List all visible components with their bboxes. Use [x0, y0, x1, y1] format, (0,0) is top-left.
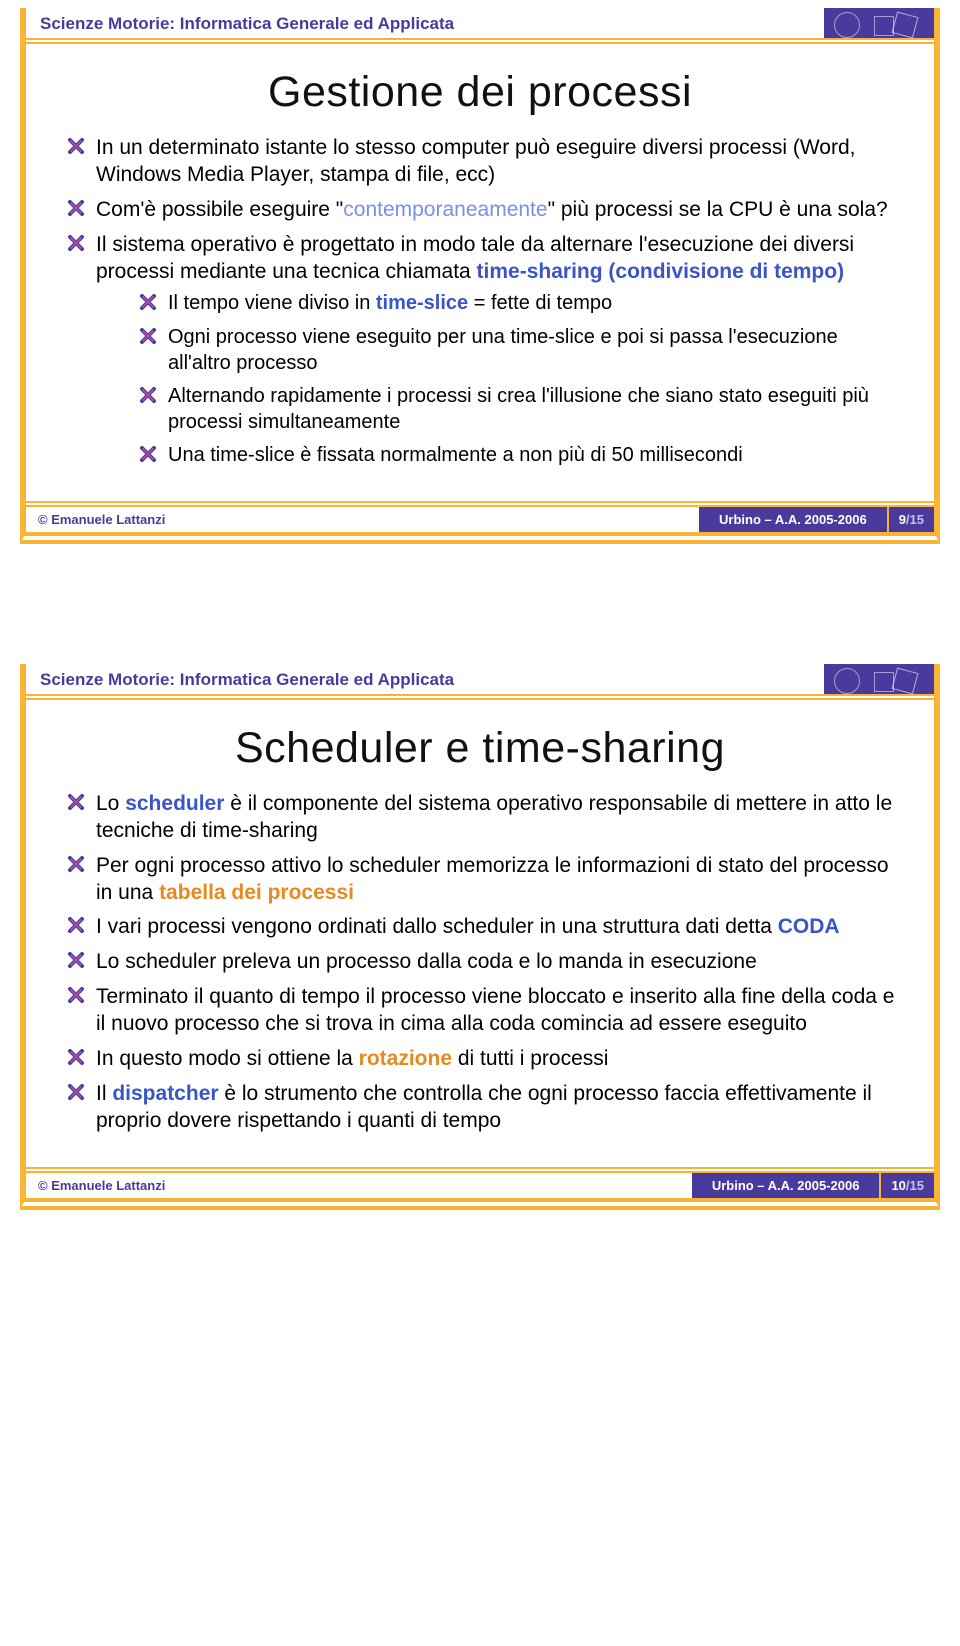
footer-author: © Emanuele Lattanzi [26, 507, 177, 532]
bullet-item: Il tempo viene diviso in time-slice = fe… [138, 291, 898, 317]
bullet-text: I vari processi vengono ordinati dallo s… [96, 915, 840, 938]
slide-body: Gestione dei processi In un determinato … [26, 44, 934, 501]
bullet-text: In un determinato istante lo stesso comp… [96, 136, 856, 186]
bullet-item: In questo modo si ottiene la rotazione d… [66, 1046, 898, 1073]
bullet-item: Il dispatcher è lo strumento che control… [66, 1081, 898, 1135]
bullet-icon [68, 1049, 84, 1065]
bullet-text: Ogni processo viene eseguito per una tim… [168, 326, 838, 374]
bullet-icon [68, 200, 84, 216]
slide-header: Scienze Motorie: Informatica Generale ed… [26, 8, 934, 44]
bullet-icon [140, 387, 156, 403]
bullet-item: Lo scheduler preleva un processo dalla c… [66, 949, 898, 976]
bullet-text: Terminato il quanto di tempo il processo… [96, 985, 894, 1035]
bullet-item: Il sistema operativo è progettato in mod… [66, 232, 898, 469]
footer-page-number: 9/15 [887, 507, 934, 532]
sub-bullet-list: Il tempo viene diviso in time-slice = fe… [134, 291, 898, 469]
university-logo [824, 8, 934, 38]
bullet-text: Lo scheduler è il componente del sistema… [96, 792, 892, 842]
bullet-icon [68, 856, 84, 872]
bullet-item: Alternando rapidamente i processi si cre… [138, 384, 898, 435]
slide-footer: © Emanuele Lattanzi Urbino – A.A. 2005-2… [26, 501, 934, 532]
bullet-text: Lo scheduler preleva un processo dalla c… [96, 950, 757, 973]
bullet-icon [68, 1084, 84, 1100]
bullet-item: Una time-slice è fissata normalmente a n… [138, 443, 898, 469]
slide-title: Gestione dei processi [62, 68, 898, 117]
slide: Scienze Motorie: Informatica Generale ed… [20, 664, 940, 1210]
bullet-icon [68, 917, 84, 933]
bullet-text: In questo modo si ottiene la rotazione d… [96, 1047, 608, 1070]
bullet-item: Per ogni processo attivo lo scheduler me… [66, 853, 898, 907]
course-label: Scienze Motorie: Informatica Generale ed… [26, 664, 824, 694]
course-label: Scienze Motorie: Informatica Generale ed… [26, 8, 824, 38]
bullet-icon [68, 987, 84, 1003]
footer-place-year: Urbino – A.A. 2005-2006 [692, 1173, 880, 1198]
bullet-item: In un determinato istante lo stesso comp… [66, 135, 898, 189]
slide-title: Scheduler e time-sharing [62, 724, 898, 773]
bullet-list: In un determinato istante lo stesso comp… [62, 135, 898, 469]
bullet-icon [68, 794, 84, 810]
university-logo [824, 664, 934, 694]
slide-header: Scienze Motorie: Informatica Generale ed… [26, 664, 934, 700]
bullet-item: Lo scheduler è il componente del sistema… [66, 791, 898, 845]
bullet-text: Per ogni processo attivo lo scheduler me… [96, 854, 889, 904]
bullet-item: Ogni processo viene eseguito per una tim… [138, 325, 898, 376]
bullet-item: I vari processi vengono ordinati dallo s… [66, 914, 898, 941]
slide-body: Scheduler e time-sharing Lo scheduler è … [26, 700, 934, 1167]
bullet-text: Il tempo viene diviso in time-slice = fe… [168, 292, 612, 314]
bullet-item: Terminato il quanto di tempo il processo… [66, 984, 898, 1038]
bullet-icon [140, 294, 156, 310]
bullet-text: Una time-slice è fissata normalmente a n… [168, 444, 743, 466]
bullet-icon [68, 235, 84, 251]
bullet-text: Com'è possibile eseguire "contemporaneam… [96, 198, 888, 221]
slide: Scienze Motorie: Informatica Generale ed… [20, 8, 940, 544]
bullet-list: Lo scheduler è il componente del sistema… [62, 791, 898, 1135]
bullet-icon [68, 138, 84, 154]
footer-author: © Emanuele Lattanzi [26, 1173, 177, 1198]
footer-page-number: 10/15 [879, 1173, 934, 1198]
slide-footer: © Emanuele Lattanzi Urbino – A.A. 2005-2… [26, 1167, 934, 1198]
bullet-icon [140, 328, 156, 344]
bullet-icon [68, 952, 84, 968]
bullet-icon [140, 446, 156, 462]
bullet-text: Il sistema operativo è progettato in mod… [96, 233, 854, 283]
bullet-text: Il dispatcher è lo strumento che control… [96, 1082, 872, 1132]
bullet-text: Alternando rapidamente i processi si cre… [168, 385, 869, 433]
footer-place-year: Urbino – A.A. 2005-2006 [699, 507, 887, 532]
bullet-item: Com'è possibile eseguire "contemporaneam… [66, 197, 898, 224]
